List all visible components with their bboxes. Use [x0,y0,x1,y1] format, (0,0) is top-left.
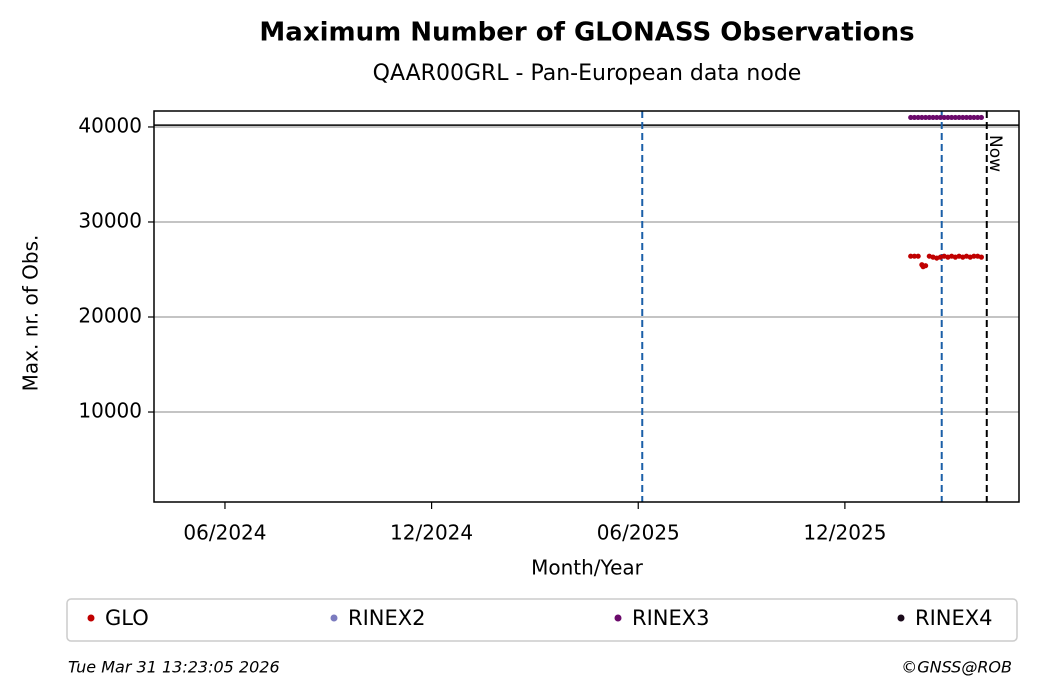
chart-subtitle: QAAR00GRL - Pan-European data node [373,61,802,86]
data-point [919,114,925,121]
x-axis-label: Month/Year [531,556,644,580]
x-tick-label: 06/2024 [183,521,266,545]
data-point [952,114,958,121]
data-point [915,114,921,121]
data-point [975,114,981,121]
data-point [971,253,977,259]
data-point [908,253,914,259]
data-point [949,114,955,121]
y-tick-label: 40000 [78,113,142,137]
data-point [956,114,962,121]
x-tick-label: 12/2024 [390,521,473,545]
data-point [926,114,932,121]
chart-title: Maximum Number of GLONASS Observations [259,18,914,48]
legend-label: RINEX2 [348,606,426,630]
legend-box [66,598,1018,642]
data-point [971,114,977,121]
data-point [911,253,918,259]
footer-left: Tue Mar 31 13:23:05 2026 [68,658,280,677]
data-point [978,254,984,260]
data-point [934,114,940,121]
data-point [915,253,921,259]
legend-marker [87,614,95,622]
data-point [922,263,929,269]
data-point [945,114,951,121]
y-axis-label: Max. nr. of Obs. [19,235,43,392]
y-tick-label: 30000 [78,208,142,232]
data-point [911,114,918,121]
data-point [937,114,944,121]
event-label: Now [985,135,1005,172]
footer-right: ©GNSS@ROB [901,658,1012,677]
x-tick-label: 06/2025 [597,521,680,545]
x-tick-label: 12/2025 [803,521,886,545]
plot-frame [153,110,1020,503]
data-point [963,114,970,121]
legend-marker [897,614,905,622]
data-point [941,114,947,121]
y-tick-label: 20000 [78,303,142,327]
data-point [908,114,914,121]
data-point [930,114,936,121]
legend-marker [614,614,622,622]
legend-label: RINEX3 [632,606,710,630]
data-point [922,114,929,121]
data-point [967,114,973,121]
data-point [960,114,966,121]
legend-label: RINEX4 [915,606,993,630]
y-tick-label: 10000 [78,399,142,423]
legend-marker [330,614,338,622]
data-point [978,114,984,121]
legend-label: GLO [105,606,149,630]
